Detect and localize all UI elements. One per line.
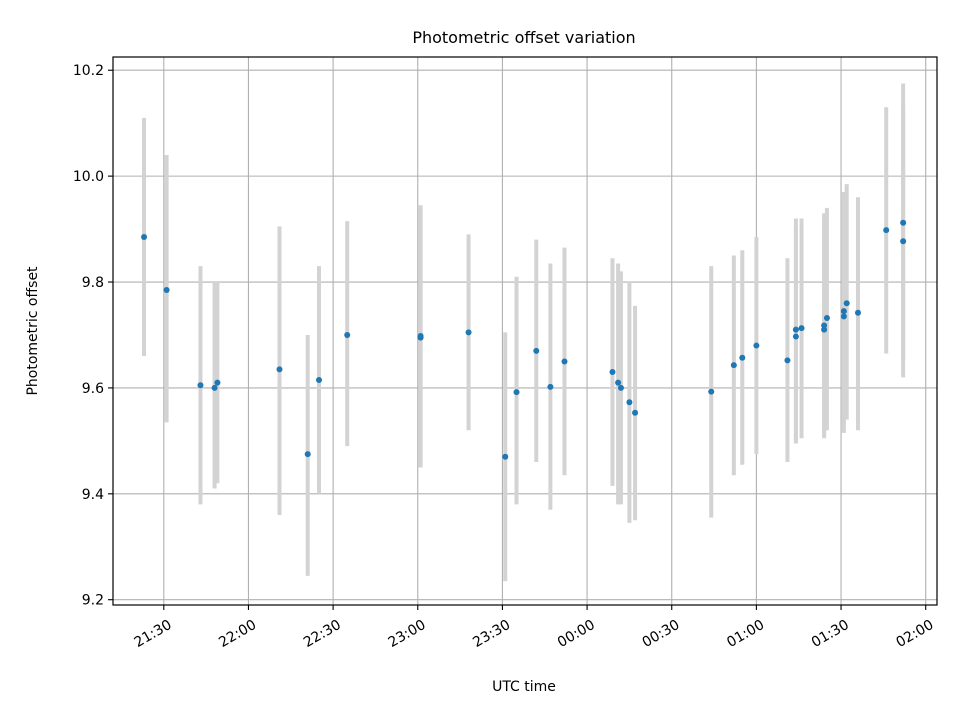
x-tick-label: 01:00 (724, 617, 767, 651)
data-points (141, 219, 907, 460)
data-point (840, 313, 847, 320)
data-point (197, 382, 204, 389)
error-bars (142, 83, 906, 582)
x-tick-label: 22:00 (216, 617, 259, 651)
y-axis-label: Photometric offset (25, 266, 41, 396)
data-point (900, 238, 907, 245)
x-tick-label: 23:00 (386, 617, 429, 651)
x-axis-ticks: 21:30 22:00 22:30 23:00 23:30 00:00 00:30 01:00… (132, 605, 937, 651)
data-point (617, 384, 624, 391)
data-point (276, 366, 283, 373)
data-point (615, 379, 622, 386)
data-point (141, 234, 148, 241)
data-point (626, 399, 633, 406)
data-point (708, 388, 715, 395)
x-tick-label: 02:00 (894, 617, 937, 651)
data-point (547, 383, 554, 390)
x-tick-label: 00:00 (555, 617, 598, 651)
data-point (823, 315, 830, 322)
data-point (632, 409, 639, 416)
data-point (465, 329, 472, 336)
data-point (163, 286, 170, 293)
data-point (843, 300, 850, 307)
data-point (304, 451, 311, 458)
data-point (883, 227, 890, 234)
data-point (784, 357, 791, 364)
data-point (609, 369, 616, 376)
plot-frame (112, 56, 938, 606)
data-point (854, 309, 861, 316)
x-tick-label: 21:30 (132, 617, 175, 651)
data-point (730, 362, 737, 369)
data-point (840, 308, 847, 315)
y-tick-label: 9.6 (82, 381, 104, 397)
data-point (792, 326, 799, 333)
grid-lines (113, 57, 937, 605)
y-tick-label: 10.0 (73, 169, 104, 185)
data-point (821, 322, 828, 329)
chart-title: Photometric offset variation (412, 28, 635, 47)
data-point (417, 333, 424, 340)
data-point (821, 326, 828, 333)
data-point (344, 331, 351, 338)
data-point (900, 219, 907, 226)
data-point (753, 342, 760, 349)
y-tick-label: 9.8 (82, 275, 104, 291)
data-point (533, 347, 540, 354)
x-tick-label: 01:30 (809, 617, 852, 651)
y-tick-label: 9.4 (82, 487, 104, 503)
y-tick-label: 9.2 (82, 593, 104, 609)
data-point (214, 379, 221, 386)
data-point (798, 325, 805, 332)
x-tick-label: 00:30 (640, 617, 683, 651)
data-point (513, 389, 520, 396)
x-tick-label: 22:30 (301, 617, 344, 651)
data-point (561, 358, 568, 365)
data-point (316, 376, 322, 383)
x-axis-label: UTC time (492, 679, 556, 695)
x-tick-label: 23:30 (470, 617, 513, 651)
data-point (211, 384, 218, 391)
data-point (502, 453, 509, 460)
data-point (792, 333, 799, 340)
y-axis-ticks: 9.2 9.4 9.6 9.8 10.0 10.2 (73, 63, 113, 609)
y-tick-label: 10.2 (73, 63, 104, 79)
data-point (739, 354, 746, 361)
